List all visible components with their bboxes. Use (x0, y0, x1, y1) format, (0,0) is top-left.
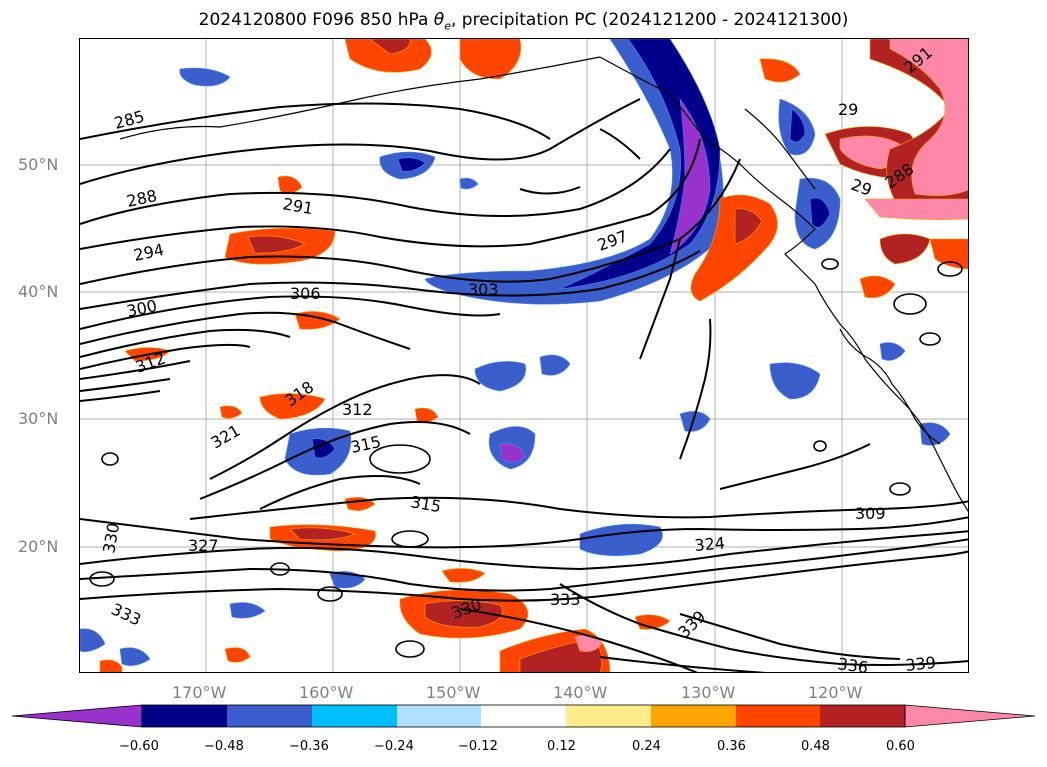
contour-label: 29 (849, 175, 875, 200)
colorbar-bin (736, 705, 820, 727)
coastlines (119, 56, 968, 513)
contour-label: 297 (595, 226, 630, 254)
colorbar-tick: −0.48 (204, 739, 244, 754)
colorbar-tick: −0.36 (289, 739, 329, 754)
contour-label: 309 (855, 504, 886, 523)
contour-label: 300 (125, 296, 159, 321)
contour-label: 336 (836, 654, 869, 673)
title-suffix: , precipitation PC (2024121200 - 2024121… (450, 10, 849, 30)
contour-label: 324 (694, 533, 726, 555)
colorbar-extend-low (11, 704, 143, 728)
colorbar-tick: −0.60 (119, 739, 159, 754)
colorbar-bin (566, 705, 651, 727)
precip-positive (99, 39, 968, 672)
contour-label: 333 (108, 599, 144, 629)
colorbar-bin (481, 705, 566, 727)
lon-label-120w: 120°W (808, 683, 863, 702)
title-theta: θ (433, 10, 445, 30)
contour-label: 315 (349, 432, 383, 457)
closed-contours (89, 258, 963, 658)
contour-label: 294 (132, 240, 166, 265)
contour-label: 285 (112, 107, 146, 133)
colorbar (11, 704, 1036, 728)
contour-label: 321 (208, 421, 244, 453)
colorbar-bin (820, 705, 905, 727)
colorbar-bin (651, 705, 736, 727)
colorbar-bin (312, 705, 397, 727)
lon-label-160w: 160°W (299, 683, 354, 702)
colorbar-bin (142, 705, 227, 727)
title-prefix: 2024120800 F096 850 hPa (198, 10, 434, 30)
contour-label: 312 (342, 400, 373, 419)
lat-label-40n: 40°N (18, 282, 59, 301)
colorbar-tick: −0.12 (458, 739, 498, 754)
lat-label-50n: 50°N (18, 155, 59, 174)
contour-label: 291 (281, 194, 314, 218)
lon-label-150w: 150°W (426, 683, 481, 702)
theta-e-contours (80, 98, 968, 672)
colorbar-bin (227, 705, 312, 727)
colorbar-tick: 0.60 (886, 739, 915, 754)
contour-label: 330 (99, 521, 123, 554)
contour-label: 306 (290, 284, 321, 303)
lat-label-20n: 20°N (18, 537, 59, 556)
colorbar-tick: 0.48 (801, 739, 830, 754)
colorbar-tick: 0.36 (717, 739, 746, 754)
colorbar-tick: −0.24 (374, 739, 414, 754)
colorbar-bin (397, 705, 481, 727)
lon-label-140w: 140°W (553, 683, 608, 702)
colorbar-tick: 0.24 (632, 739, 661, 754)
contour-label: 327 (188, 536, 219, 555)
chart-title: 2024120800 F096 850 hPa θe, precipitatio… (0, 10, 1047, 32)
contour-label: 333 (550, 590, 581, 609)
map-panel: 285 288 291 294 300 306 303 297 312 318 … (79, 38, 969, 673)
colorbar-extend-high (904, 704, 1036, 728)
contour-label: 315 (409, 492, 442, 516)
lon-label-130w: 130°W (681, 683, 736, 702)
contour-label: 339 (904, 653, 936, 673)
colorbar-tick: 0.12 (547, 739, 576, 754)
contour-label: 303 (468, 280, 499, 299)
lon-label-170w: 170°W (172, 683, 227, 702)
map-canvas: 285 288 291 294 300 306 303 297 312 318 … (80, 39, 968, 673)
title-theta-sub: e (444, 19, 451, 33)
lat-label-30n: 30°N (18, 409, 59, 428)
contour-label: 29 (838, 100, 858, 119)
contour-label: 288 (125, 186, 159, 211)
colorbar-outline (141, 704, 906, 728)
